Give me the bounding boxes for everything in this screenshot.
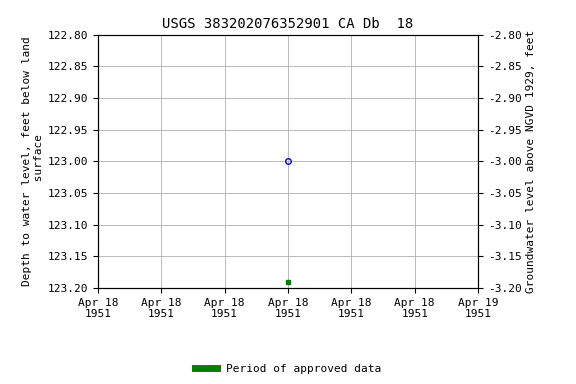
Title: USGS 383202076352901 CA Db  18: USGS 383202076352901 CA Db 18 [162, 17, 414, 31]
Y-axis label: Groundwater level above NGVD 1929, feet: Groundwater level above NGVD 1929, feet [526, 30, 536, 293]
Legend: Period of approved data: Period of approved data [191, 359, 385, 379]
Y-axis label: Depth to water level, feet below land
 surface: Depth to water level, feet below land su… [22, 36, 44, 286]
